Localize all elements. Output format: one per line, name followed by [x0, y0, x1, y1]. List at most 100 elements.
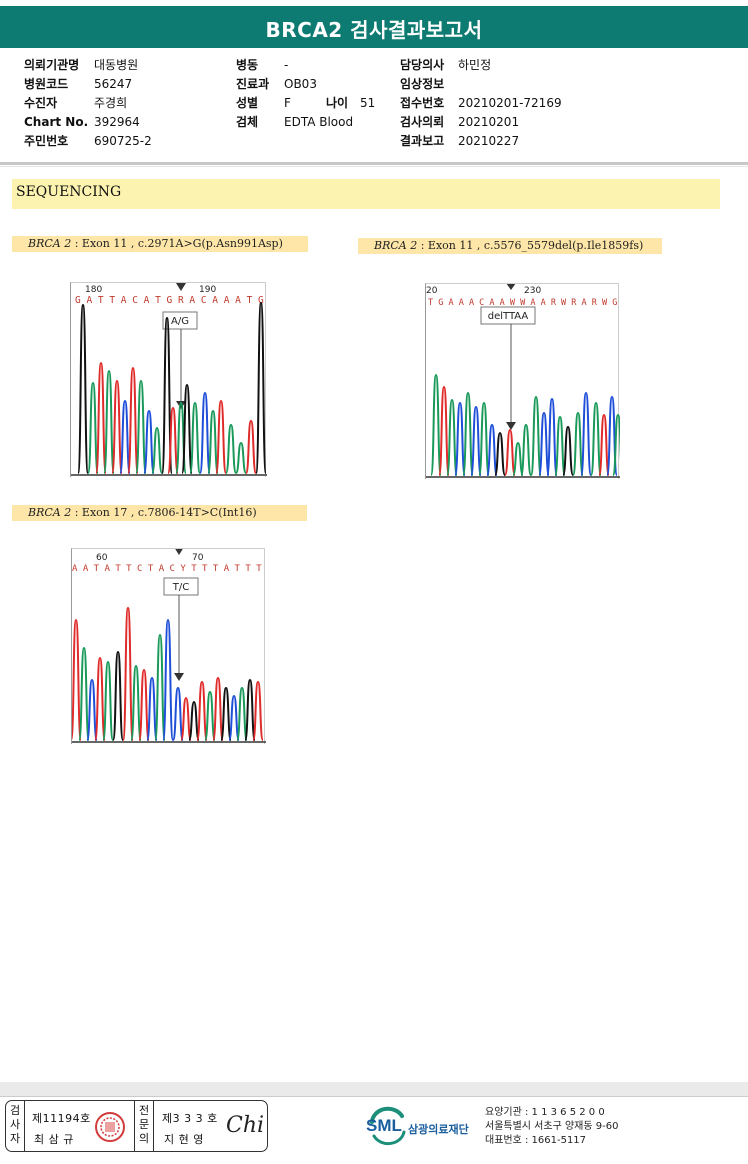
trace-peak [162, 618, 174, 741]
trace-peak [143, 409, 155, 474]
trace-peak [87, 381, 99, 474]
trace-peak [255, 301, 267, 474]
trace-peak [138, 668, 150, 741]
call-arrow-icon [174, 673, 184, 681]
org-phone: 대표번호 : 1661-5117 [485, 1135, 587, 1146]
sml-logo-icon [370, 1106, 406, 1146]
trace-peak [167, 406, 179, 474]
signature-box: 검사자 제11194호 최 삼 규 전문의 제3 3 3 호 지 현 영 Chi [5, 1100, 268, 1152]
position-start: 180 [85, 285, 102, 295]
trace-peak [181, 383, 193, 474]
trace-peak [102, 660, 114, 741]
trace-peak [572, 411, 584, 476]
trace-peak [196, 680, 208, 741]
examiner-name: 최 삼 규 [34, 1133, 74, 1146]
trace-peak [180, 696, 192, 741]
info-value: 20210201-72169 [458, 96, 562, 110]
pointer-arrow-icon [175, 549, 183, 555]
org-name: 삼광의료재단 [408, 1123, 469, 1136]
chromatogram-2: 20 230 T G A A A C A A W W A A R W R A R… [425, 283, 620, 479]
trace-peak [72, 618, 82, 741]
info-value: F [284, 96, 291, 110]
trace-peak [236, 686, 248, 741]
trace-peaks [77, 301, 267, 474]
call-box [480, 306, 536, 325]
trace-peak [244, 678, 256, 741]
examiner-number: 제11194호 [32, 1112, 91, 1125]
trace-peak [538, 411, 550, 476]
trace-peak [189, 401, 201, 474]
trace-peak [530, 395, 542, 476]
pointer-arrow-icon [176, 283, 186, 291]
base-call: delTTAA [488, 311, 529, 322]
info-label: 접수번호 [400, 96, 445, 110]
trace-peak [119, 399, 131, 474]
variant-label-1: BRCA 2 : Exon 11 , c.2971A>G(p.Asn991Asp… [12, 236, 308, 252]
call-arrow-icon [506, 422, 516, 430]
specialist-signature: Chi [226, 1113, 265, 1138]
footer-band [0, 1082, 748, 1096]
info-label: 병원코드 [24, 77, 69, 91]
trace-peak [438, 385, 450, 476]
trace-peaks [72, 606, 264, 741]
trace-peak [430, 373, 442, 476]
base-sequence: T G A A A C A A W W A A R W R A R W G [428, 298, 617, 308]
trace-peak [590, 401, 602, 476]
gene-name: BRCA 2 [374, 239, 418, 252]
trace-peak [486, 423, 498, 476]
variant-label-3: BRCA 2 : Exon 17 , c.7806-14T>C(Int16) [12, 505, 307, 521]
trace-peak [504, 428, 516, 476]
variant-desc: : Exon 11 , c.5576_5579del(p.Ile1859fs) [420, 239, 644, 252]
trace-peak [612, 413, 620, 476]
position-mid: 190 [199, 285, 216, 295]
section-title: SEQUENCING [16, 184, 122, 200]
trace-peak [188, 700, 200, 741]
info-column-2: 병동 - 진료과 OB03 성별 F 나이 51 검체 EDTA Blood [236, 56, 375, 132]
chromatogram-2-svg: 20 230 T G A A A C A A W W A A R W R A R… [426, 284, 620, 478]
age-value: 51 [360, 96, 376, 110]
age-label: 나이 [326, 96, 349, 110]
trace-peak [562, 425, 574, 476]
chromatogram-1: 180 190 G A T T A C A T G R A C A A A T … [70, 282, 267, 477]
info-value: 대동병원 [94, 58, 139, 72]
trace-peak [199, 391, 211, 474]
org-contact: 요양기관 : 1 1 3 6 5 2 0 0 서울특별시 서초구 양재동 9-6… [485, 1106, 618, 1148]
trace-peak [478, 401, 490, 476]
info-value: 20210201 [458, 115, 520, 129]
trace-peak [520, 423, 532, 476]
base-call: A/G [171, 316, 189, 327]
gene-name: BRCA 2 [28, 506, 72, 519]
trace-peak [135, 379, 147, 474]
position-start: 20 [426, 286, 438, 296]
trace-peak [151, 426, 163, 474]
trace-peak [86, 678, 98, 741]
trace-peak [245, 419, 257, 474]
info-label: Chart No. [24, 115, 89, 129]
trace-peak [122, 606, 134, 741]
trace-peak [228, 694, 240, 741]
signature-divider [24, 1101, 25, 1151]
trace-peak [154, 633, 166, 741]
info-value: 56247 [94, 77, 133, 91]
info-label: 의뢰기관명 [24, 58, 80, 72]
call-box [162, 311, 198, 330]
trace-peak [94, 656, 106, 741]
base-sequence: G A T T A C A T G R A C A A A T G [75, 295, 264, 306]
info-column-1: 의뢰기관명 대동병원 병원코드 56247 수진자 주경희 Chart No. 3929… [24, 56, 152, 151]
org-abbr: SML [366, 1116, 402, 1135]
trace-peak [580, 391, 592, 476]
trace-peak [235, 441, 247, 474]
info-label: 주민번호 [24, 134, 69, 148]
trace-peak [512, 441, 524, 476]
position-mid: 70 [192, 553, 204, 563]
position-mid: 230 [524, 286, 541, 296]
trace-peak [546, 397, 558, 476]
info-divider-shadow [0, 166, 748, 167]
trace-peak [470, 405, 482, 476]
chromatogram-1-svg: 180 190 G A T T A C A T G R A C A A A T … [71, 283, 267, 476]
info-label: 임상정보 [400, 77, 445, 91]
trace-peak [454, 401, 466, 476]
trace-peaks [430, 373, 620, 476]
trace-peak [220, 686, 232, 741]
trace-peak [130, 664, 142, 741]
